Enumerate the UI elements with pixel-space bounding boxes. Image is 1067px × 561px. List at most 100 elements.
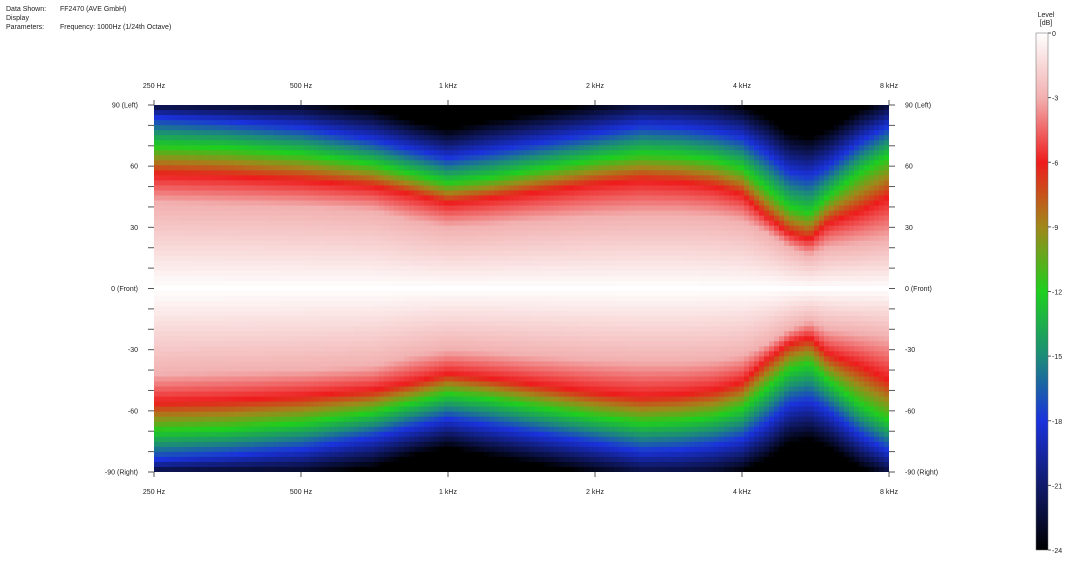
heatmap-cell [464,260,470,267]
heatmap-cell [399,446,405,453]
heatmap-cell [179,260,185,267]
heatmap-cell [429,240,435,247]
heatmap-cell [429,150,435,156]
heatmap-cell [464,451,470,458]
heatmap-cell [199,436,205,443]
heatmap-cell [349,260,355,267]
heatmap-cell [164,120,170,126]
heatmap-cell [209,210,215,217]
heatmap-cell [359,230,365,237]
heatmap-cell [449,250,455,257]
heatmap-cell [414,461,420,468]
heatmap-cell [449,170,455,176]
heatmap-cell [279,210,285,217]
heatmap-cell [339,205,345,212]
heatmap-cell [179,115,185,121]
heatmap-cell [474,346,480,352]
heatmap-cell [319,311,325,317]
heatmap-cell [164,210,170,217]
heatmap-cell [199,406,205,413]
heatmap-cell [279,386,285,393]
heatmap-cell [189,341,195,347]
heatmap-cell [444,150,450,156]
heatmap-cell [174,145,180,151]
heatmap-cell [394,441,400,448]
heatmap-cell [419,160,425,166]
heatmap-cell [374,130,380,136]
heatmap-cell [239,160,245,166]
heatmap-cell [329,115,335,121]
heatmap-cell [379,175,385,182]
heatmap-cell [349,346,355,352]
heatmap-cell [154,421,160,428]
heatmap-cell [194,406,200,413]
heatmap-cell [269,275,275,282]
heatmap-cell [324,436,330,443]
heatmap-cell [359,280,365,287]
heatmap-cell [184,301,190,307]
heatmap-cell [289,215,295,222]
heatmap-cell [254,436,260,443]
heatmap-cell [304,326,310,332]
heatmap-cell [204,240,210,247]
heatmap-cell [179,160,185,166]
heatmap-cell [339,150,345,156]
heatmap-cell [349,331,355,337]
heatmap-cell [409,180,415,187]
heatmap-cell [239,391,245,398]
heatmap-cell [329,326,335,332]
heatmap-cell [314,210,320,217]
heatmap-cell [304,285,310,292]
heatmap-cell [244,155,250,161]
heatmap-cell [264,200,270,207]
heatmap-cell [404,311,410,317]
heatmap-cell [414,446,420,453]
heatmap-cell [219,160,225,166]
heatmap-cell [399,225,405,232]
heatmap-cell [219,401,225,408]
heatmap-cell [239,220,245,227]
heatmap-cell [439,215,445,222]
heatmap-cell [309,260,315,267]
heatmap-cell [174,270,180,277]
heatmap-cell [404,301,410,307]
heatmap-cell [474,391,480,398]
heatmap-cell [174,215,180,222]
heatmap-cell [444,466,450,472]
heatmap-cell [194,441,200,448]
heatmap-cell [269,341,275,347]
heatmap-cell [169,416,175,423]
heatmap-cell [229,311,235,317]
heatmap-cell [199,321,205,327]
heatmap-cell [259,316,265,322]
heatmap-cell [459,270,465,277]
heatmap-cell [384,411,390,418]
heatmap-cell [334,456,340,463]
heatmap-cell [444,280,450,287]
heatmap-cell [459,446,465,453]
heatmap-cell [464,250,470,257]
heatmap-cell [464,446,470,453]
heatmap-cell [334,285,340,292]
heatmap-cell [484,376,490,383]
heatmap-cell [304,260,310,267]
heatmap-cell [404,275,410,282]
heatmap-cell [269,115,275,121]
heatmap-cell [409,396,415,403]
heatmap-cell [469,235,475,242]
heatmap-cell [319,205,325,212]
heatmap-cell [254,326,260,332]
heatmap-cell [364,255,370,262]
heatmap-cell [264,205,270,212]
heatmap-cell [484,185,490,192]
heatmap-cell [389,230,395,237]
heatmap-cell [289,376,295,383]
heatmap-cell [449,306,455,312]
heatmap-cell [304,381,310,388]
heatmap-cell [469,391,475,398]
heatmap-cell [479,331,485,337]
heatmap-cell [319,240,325,247]
heatmap-cell [184,220,190,227]
heatmap-cell [309,240,315,247]
heatmap-cell [274,331,280,337]
